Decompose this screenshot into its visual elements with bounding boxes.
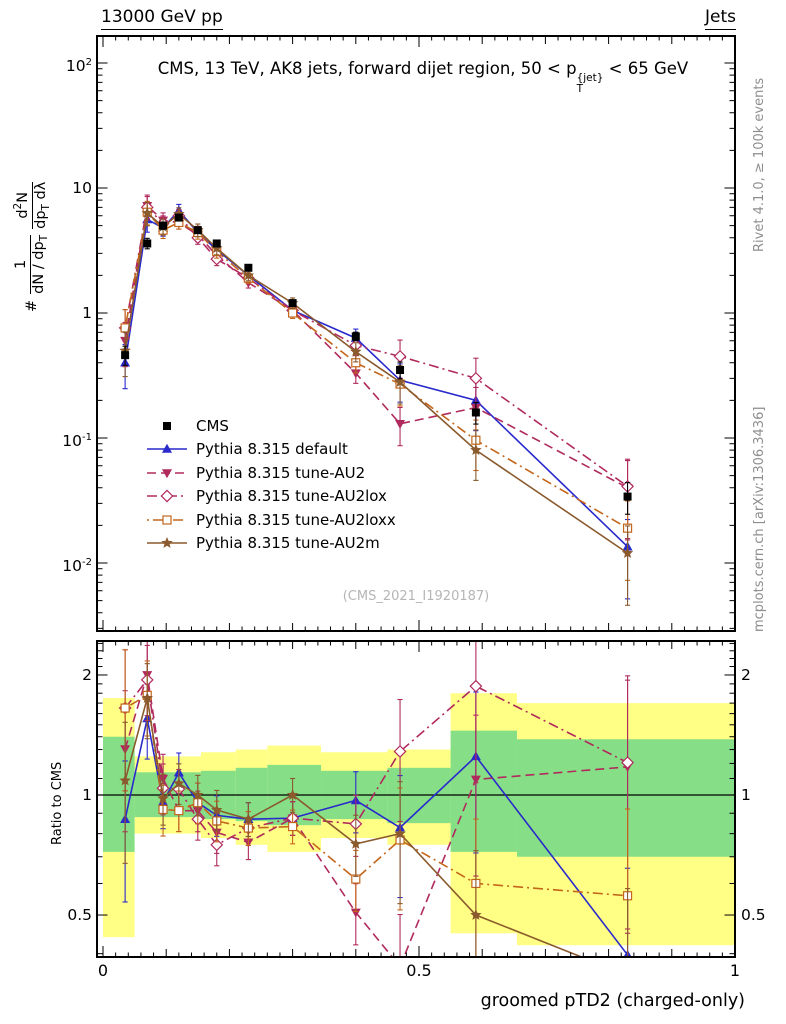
beam-energy-label: 13000 GeV pp — [101, 7, 223, 30]
legend-marker-diamond-open — [147, 489, 187, 503]
ratio-plot-panel — [96, 640, 736, 958]
analysis-id-watermark: (CMS_2021_I1920187) — [342, 589, 490, 604]
main-y-tick-label: 10-2 — [62, 557, 92, 576]
legend-item-pythia-8-315-default: Pythia 8.315 default — [146, 438, 396, 462]
legend-item-pythia-8-315-tune-au2lox: Pythia 8.315 tune-AU2lox — [146, 485, 396, 509]
legend-item-label: CMS — [196, 416, 229, 435]
main-plot-panel — [96, 35, 736, 632]
legend-item-label: Pythia 8.315 default — [196, 440, 348, 459]
ylabel-frac1-num: 1 — [13, 234, 32, 294]
y-axis-label: # 1 dN / dpT d2N dpT dλ — [12, 181, 52, 312]
x-tick-label: 0 — [97, 961, 109, 980]
ylabel-frac2-den: dpT dλ — [32, 181, 52, 229]
legend-item-pythia-8-315-tune-au2: Pythia 8.315 tune-AU2 — [146, 461, 396, 485]
ylabel-fraction-1: 1 dN / dpT — [13, 234, 50, 294]
plot-title-sub: T — [576, 83, 583, 96]
x-tick-label: 1 — [729, 961, 741, 980]
rivet-version-note: Rivet 4.1.0, ≥ 100k events — [752, 77, 767, 252]
series-cms — [121, 213, 632, 515]
ratio-y-tick-label-right: 1 — [741, 786, 751, 804]
legend-item-label: Pythia 8.315 tune-AU2lox — [196, 487, 387, 506]
ratio-series-pythia-8-315-tune-au2m — [119, 663, 631, 956]
legend-item-label: Pythia 8.315 tune-AU2 — [196, 463, 366, 482]
process-label: Jets — [705, 7, 736, 30]
legend-item-label: Pythia 8.315 tune-AU2loxx — [196, 510, 396, 529]
plot-title-post: < 65 GeV — [603, 59, 689, 78]
legend-marker-square-filled — [163, 421, 171, 430]
legend-marker-square-open — [147, 515, 187, 525]
ylabel-hash: # — [23, 299, 40, 312]
legend-item-label: Pythia 8.315 tune-AU2m — [196, 534, 380, 553]
legend-marker-triangle-up-filled — [147, 444, 187, 454]
main-series-layer — [118, 194, 635, 606]
main-y-tick-label: 10-1 — [62, 432, 92, 451]
ratio-y-axis-label: Ratio to CMS — [50, 761, 65, 845]
axes-frame-and-ticks — [96, 640, 736, 958]
ratio-y-tick-label-left: 2 — [82, 665, 92, 684]
ylabel-frac2-num: d2N — [12, 181, 33, 229]
x-tick-label: 0.5 — [406, 961, 432, 980]
x-axis-title: groomed pTD2 (charged-only) — [480, 991, 745, 1011]
axes-frame-and-ticks — [96, 35, 736, 632]
ylabel-fraction-2: d2N dpT dλ — [12, 181, 52, 229]
legend-item-cms: CMS — [146, 414, 396, 438]
ratio-y-tick-label-right: 2 — [741, 665, 751, 684]
ratio-y-tick-label-right: 0.5 — [741, 906, 766, 925]
legend-item-pythia-8-315-tune-au2loxx: Pythia 8.315 tune-AU2loxx — [146, 508, 396, 532]
ratio-y-tick-label-left: 0.5 — [67, 906, 92, 925]
ratio-content-layer — [98, 642, 734, 956]
mcplots-attribution-note: mcplots.cern.ch [arXiv:1306.3436] — [752, 406, 767, 632]
uncertainty-bands — [103, 693, 734, 946]
main-y-tick-label: 102 — [65, 57, 92, 76]
legend-item-pythia-8-315-tune-au2m: Pythia 8.315 tune-AU2m — [146, 532, 396, 556]
plot-title-pre: CMS, 13 TeV, AK8 jets, forward dijet reg… — [157, 59, 577, 78]
legend-marker-star-filled — [147, 537, 187, 549]
ylabel-frac1-den: dN / dpT — [31, 234, 50, 294]
legend: CMS Pythia 8.315 default Pythia 8.315 tune… — [146, 414, 396, 555]
plot-title-sup: {jet} — [576, 72, 604, 84]
plot-title: CMS, 13 TeV, AK8 jets, forward dijet reg… — [100, 59, 746, 95]
legend-marker-triangle-down-filled — [147, 468, 187, 478]
plot-title-supsub: {jet} T — [576, 72, 604, 96]
